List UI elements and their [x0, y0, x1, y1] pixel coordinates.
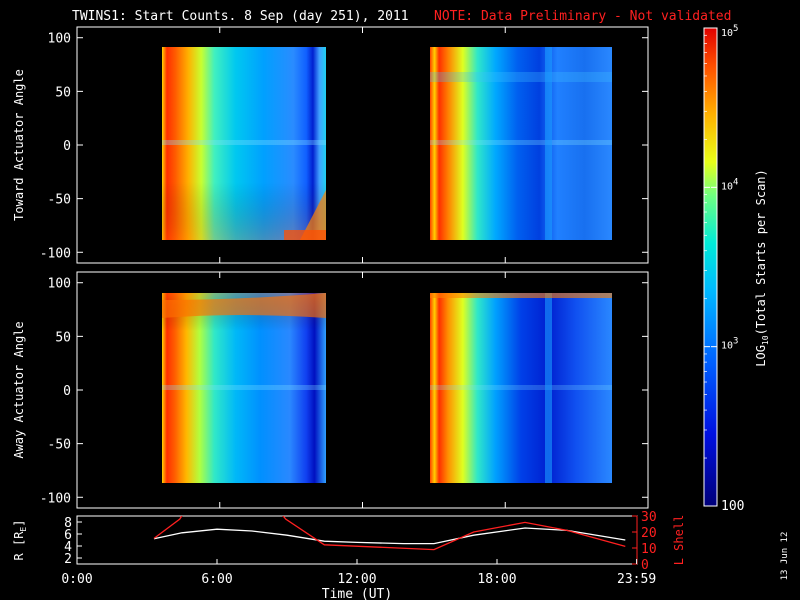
y-tick-label: 2: [64, 552, 72, 567]
y-tick-label: 30: [641, 510, 657, 525]
away-yaxis: 100 50 0 -50 -100: [40, 272, 648, 508]
y-tick-label: 50: [55, 85, 71, 100]
heatmap-away: [162, 293, 612, 483]
date-stamp: 13 Jun 12: [780, 532, 790, 581]
heatmap-band: [162, 140, 326, 145]
y-tick-label: -100: [40, 491, 71, 506]
y-tick-label: 6: [64, 528, 72, 543]
orbit-xaxis: 0:00 6:00 12:00 18:00 23:59: [61, 559, 656, 587]
colorbar-scale: [703, 27, 718, 507]
orbit-left-ylabel: R [RE]: [12, 520, 28, 561]
colorbar-tick-label: 105: [721, 24, 738, 39]
heatmap-feature: [284, 230, 326, 240]
preliminary-note: NOTE: Data Preliminary - Not validated: [434, 9, 731, 24]
y-tick-label: 100: [48, 32, 71, 47]
colorbar-tick-label: 100: [721, 499, 744, 514]
away-ylabel: Away Actuator Angle: [12, 321, 26, 458]
y-tick-label: -50: [48, 193, 71, 208]
panel-orbit-frame: [76, 515, 638, 565]
heatmap-band: [430, 293, 612, 298]
y-tick-label: 8: [64, 516, 72, 531]
colorbar-tick-label: 104: [721, 177, 738, 192]
heatmap-feature: [162, 293, 326, 318]
x-tick-label: 18:00: [477, 572, 516, 587]
heatmap-stripe: [545, 293, 552, 483]
y-tick-label: 4: [64, 540, 72, 555]
y-tick-label: 0: [63, 139, 71, 154]
heatmap-block: [162, 293, 326, 483]
y-tick-label: 0: [641, 558, 649, 573]
y-tick-label: 10: [641, 542, 657, 557]
heatmap-block: [430, 293, 612, 483]
heatmap-band: [430, 72, 612, 82]
heatmap-feature: [300, 190, 326, 240]
heatmap-stripe: [545, 47, 552, 240]
colorbar-ticks: 100 103 104 105: [704, 24, 744, 514]
colorbar-label: LOG10(Total Starts per Scan): [754, 169, 770, 367]
heatmap-band: [430, 140, 612, 145]
chart-title: TWINS1: Start Counts. 8 Sep (day 251), 2…: [72, 9, 409, 24]
panel-toward: Toward Actuator Angle 100 50 0 -50 -100: [12, 26, 649, 264]
orbit-right-ylabel: L Shell: [672, 515, 686, 566]
colorbar: 100 103 104 105 LOG10(Total Starts per Scan…: [703, 24, 770, 514]
y-tick-label: -100: [40, 246, 71, 261]
heatmap-band: [430, 385, 612, 390]
heatmap-toward: [162, 47, 612, 240]
y-tick-label: 0: [63, 384, 71, 399]
x-tick-label: 12:00: [337, 572, 376, 587]
toward-yaxis: 100 50 0 -50 -100: [40, 27, 648, 263]
x-tick-label: 6:00: [201, 572, 232, 587]
heatmap-block: [162, 47, 326, 240]
heatmap-band: [162, 385, 326, 390]
y-tick-label: 50: [55, 330, 71, 345]
orbit-lines: [153, 516, 626, 551]
heatmap-block: [430, 47, 612, 240]
lshell-line: [153, 516, 626, 551]
y-tick-label: 20: [641, 526, 657, 541]
x-tick-label: 0:00: [61, 572, 92, 587]
time-xlabel: Time (UT): [322, 587, 392, 600]
toward-ylabel: Toward Actuator Angle: [12, 69, 26, 221]
panel-away: Away Actuator Angle 100 50 0 -50 -100: [12, 271, 649, 509]
colorbar-tick-label: 103: [721, 337, 738, 352]
x-tick-label: 23:59: [617, 572, 656, 587]
y-tick-label: 100: [48, 277, 71, 292]
y-tick-label: -50: [48, 438, 71, 453]
